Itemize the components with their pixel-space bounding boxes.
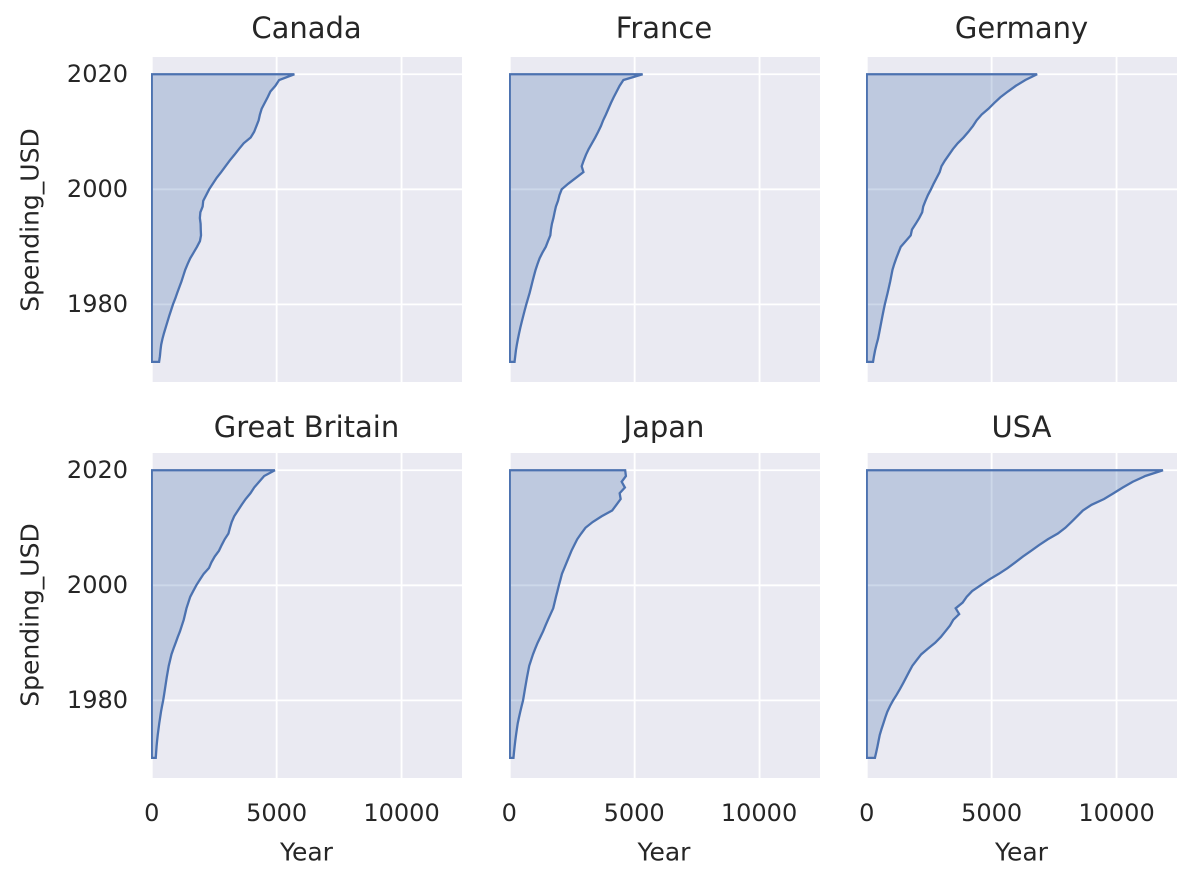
x-tick-label-0: 0 <box>501 798 517 827</box>
axes-background <box>508 57 820 382</box>
facet-canada <box>151 57 462 382</box>
x-tick-label-5000: 5000 <box>246 798 308 827</box>
facet-france <box>508 57 820 382</box>
facet-title-france: France <box>615 11 713 46</box>
x-tick-label-0: 0 <box>859 798 875 827</box>
axes-background <box>866 452 1177 778</box>
facet-title-germany: Germany <box>954 11 1089 46</box>
subplot-plot-area <box>151 57 462 382</box>
facet-title-usa: USA <box>991 410 1052 445</box>
y-tick-label-1980: 1980 <box>66 290 128 319</box>
y-tick-label-2000: 2000 <box>66 570 128 599</box>
x-axis-label: Year <box>995 837 1048 867</box>
x-tick-label-5000: 5000 <box>603 798 665 827</box>
subplot-plot-area <box>151 452 462 778</box>
subplot-plot-area <box>508 452 820 778</box>
facet-usa <box>866 452 1177 778</box>
axes-background <box>151 57 462 382</box>
facet-japan <box>508 452 820 778</box>
area-outline <box>866 468 1164 759</box>
x-tick-label-10000: 10000 <box>363 798 440 827</box>
x-tick-label-10000: 10000 <box>1078 798 1155 827</box>
x-axis-label: Year <box>280 837 333 867</box>
x-tick-label-0: 0 <box>144 798 160 827</box>
subplot-plot-area <box>508 57 820 382</box>
subplot-plot-area <box>866 57 1177 382</box>
facet-title-canada: Canada <box>251 11 362 46</box>
x-axis-label: Year <box>637 837 691 867</box>
area-outline <box>151 468 276 759</box>
area-fill <box>866 469 1163 758</box>
area-outline <box>508 73 643 364</box>
y-tick-label-2000: 2000 <box>66 175 128 204</box>
x-tick-label-10000: 10000 <box>720 798 798 827</box>
facet-germany <box>866 57 1177 382</box>
y-tick-label-1980: 1980 <box>66 685 128 714</box>
axes-background <box>508 452 820 778</box>
area-fill <box>509 469 626 758</box>
subplot-plot-area <box>866 452 1177 778</box>
area-outline <box>151 73 295 364</box>
axes-background <box>151 452 462 778</box>
y-tick-label-2020: 2020 <box>66 60 128 89</box>
facet-title-great-britain: Great Britain <box>213 410 400 445</box>
area-outline <box>866 73 1038 364</box>
y-axis-label: Spending_USD <box>15 127 45 312</box>
area-fill <box>866 74 1038 362</box>
y-tick-label-2020: 2020 <box>66 455 128 484</box>
x-tick-label-5000: 5000 <box>961 798 1023 827</box>
facet-title-japan: Japan <box>623 410 705 445</box>
y-axis-label: Spending_USD <box>15 523 45 707</box>
area-fill <box>509 74 643 362</box>
area-fill <box>151 74 295 362</box>
facet-great-britain <box>151 452 462 778</box>
area-outline <box>508 468 627 759</box>
area-fill <box>151 469 275 758</box>
